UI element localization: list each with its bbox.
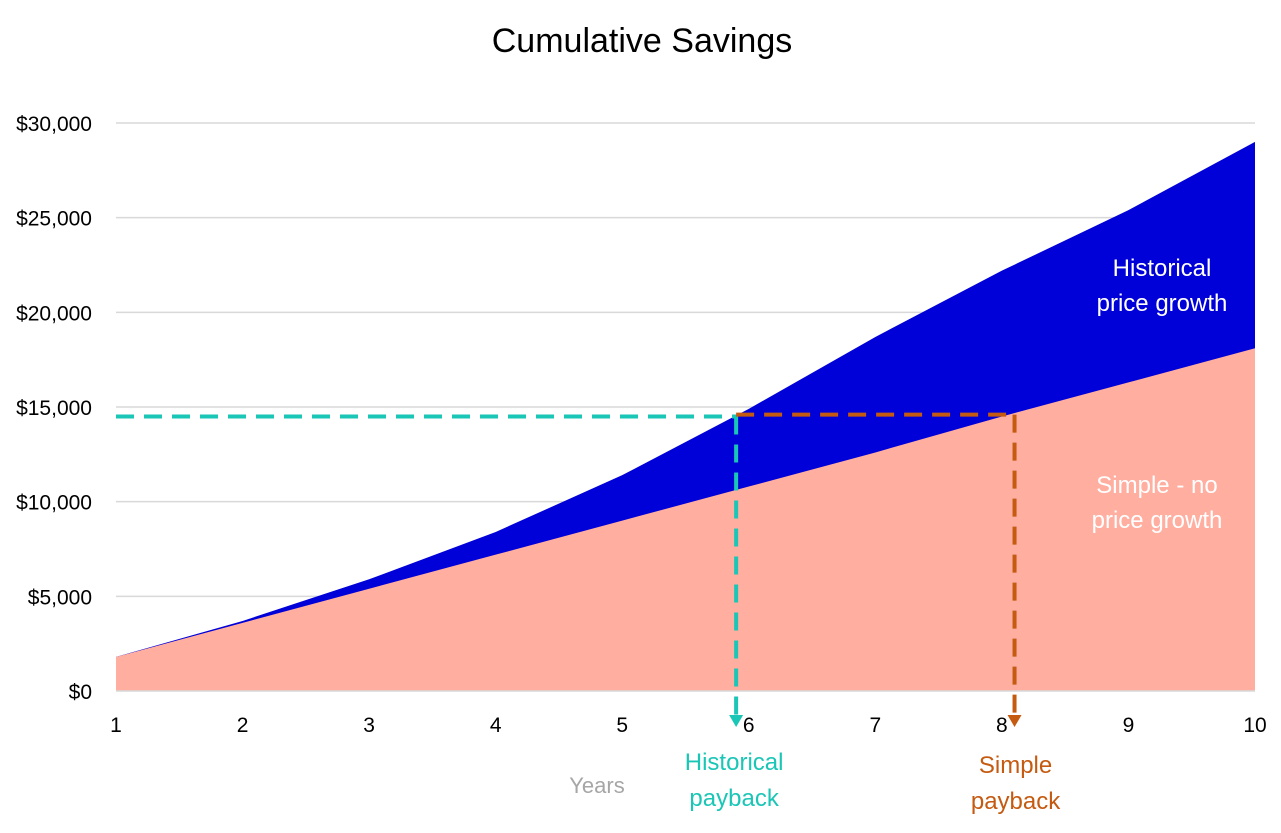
series-labels: Historical price growth Simple - no price g…	[1092, 255, 1228, 534]
x-tick-label: 10	[1243, 714, 1266, 737]
y-tick-label: $10,000	[16, 492, 92, 515]
x-axis-label: Years	[569, 773, 624, 798]
series-label-historical: price growth	[1097, 290, 1228, 317]
x-tick-label: 1	[110, 714, 122, 737]
simple-payback-label: payback	[971, 788, 1061, 815]
y-tick-label: $5,000	[28, 586, 92, 609]
x-tick-label: 6	[743, 714, 755, 737]
x-tick-label: 4	[490, 714, 502, 737]
x-tick-label: 5	[616, 714, 628, 737]
x-tick-label: 2	[237, 714, 249, 737]
x-tick-label: 7	[869, 714, 881, 737]
y-tick-label: $20,000	[16, 302, 92, 325]
historical-payback-label: Historical	[685, 749, 784, 776]
y-tick-label: $15,000	[16, 397, 92, 420]
historical-payback-arrowhead	[729, 715, 744, 727]
historical-payback-label: payback	[689, 785, 779, 812]
historical-payback-guide: Historical payback	[116, 414, 784, 812]
y-tick-label: $30,000	[16, 113, 92, 136]
x-tick-label: 3	[363, 714, 375, 737]
y-axis-ticks: $0 $5,000 $10,000 $15,000 $20,000 $25,000 $30,…	[16, 113, 92, 704]
y-tick-label: $25,000	[16, 208, 92, 231]
chart-title: Cumulative Savings	[492, 22, 792, 60]
area-simple-no-price-growth	[116, 348, 1255, 691]
series-label-historical: Historical	[1113, 255, 1212, 282]
x-tick-label: 9	[1123, 714, 1135, 737]
series-label-simple: Simple - no	[1096, 472, 1217, 499]
simple-payback-arrowhead	[1007, 715, 1022, 727]
simple-payback-guide: Simple payback	[736, 412, 1061, 815]
x-axis-ticks: 1 2 3 4 5 6 7 8 9 10	[110, 714, 1267, 737]
simple-payback-label: Simple	[979, 752, 1052, 779]
payback-guides: Historical payback Simple payback	[116, 412, 1061, 815]
y-tick-label: $0	[69, 681, 92, 704]
x-tick-label: 8	[996, 714, 1008, 737]
series-label-simple: price growth	[1092, 507, 1223, 534]
area-series	[116, 141, 1255, 692]
